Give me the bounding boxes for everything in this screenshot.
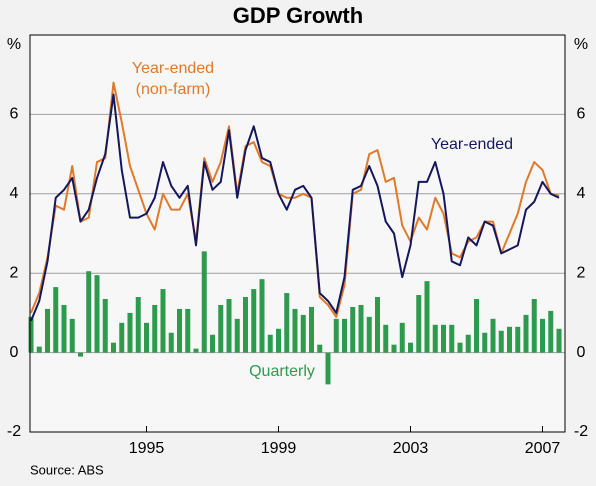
- bar: [210, 334, 215, 353]
- bar: [391, 344, 397, 353]
- bar: [383, 324, 389, 353]
- y2-tick-label: 0: [577, 344, 586, 361]
- bar: [276, 328, 281, 353]
- y2-tick-label: 4: [577, 185, 586, 202]
- y-tick-label: -2: [7, 423, 21, 440]
- bar: [185, 308, 191, 353]
- bar: [507, 326, 512, 353]
- bar: [498, 330, 504, 353]
- bar: [61, 304, 67, 353]
- bar: [465, 334, 471, 353]
- x-tick-label: 1999: [261, 440, 297, 457]
- bar: [78, 352, 83, 357]
- bar: [441, 324, 446, 353]
- bar: [135, 297, 141, 353]
- bar: [168, 332, 174, 353]
- bar: [251, 289, 257, 353]
- series-label: Year-ended: [430, 136, 514, 153]
- series-label: Year-ended (non-farm): [131, 60, 215, 98]
- source-note: Source: ABS: [30, 462, 104, 477]
- bar: [531, 299, 537, 353]
- bar: [482, 332, 488, 353]
- bar: [234, 318, 240, 353]
- bar: [284, 293, 290, 353]
- y-tick-label: 6: [10, 106, 19, 123]
- marks: [28, 81, 562, 385]
- bar: [556, 328, 562, 353]
- series-label: Quarterly: [249, 363, 315, 380]
- bar: [28, 316, 34, 353]
- bar: [69, 318, 75, 353]
- bar: [523, 314, 529, 353]
- bar: [86, 271, 92, 353]
- bar: [243, 297, 248, 353]
- bar: [449, 324, 455, 353]
- x-tick-label: 2003: [393, 440, 429, 457]
- bar: [457, 342, 463, 353]
- bar: [226, 299, 232, 353]
- bar: [366, 316, 372, 353]
- plot-area: [30, 35, 565, 432]
- bar: [300, 314, 306, 353]
- plot-frame: [29, 34, 566, 433]
- bar: [102, 299, 108, 353]
- bar: [333, 318, 339, 353]
- bar: [152, 304, 158, 353]
- y-tick-label: 0: [10, 344, 19, 361]
- bar: [309, 306, 314, 353]
- bar: [193, 348, 199, 353]
- x-tick-label: 2007: [525, 440, 561, 457]
- bar: [416, 295, 422, 353]
- bar: [358, 304, 364, 353]
- x-tick-label: 1995: [129, 440, 165, 457]
- y-unit-right: %: [574, 36, 588, 53]
- bar: [144, 322, 149, 353]
- y2-tick-label: -2: [574, 423, 588, 440]
- bar: [267, 334, 273, 353]
- bar: [160, 289, 166, 353]
- bar: [53, 287, 59, 353]
- y2-tick-label: 6: [577, 106, 586, 123]
- bar: [317, 344, 323, 353]
- bar: [201, 251, 207, 353]
- line: [30, 93, 560, 322]
- bar: [399, 322, 405, 353]
- bar: [432, 324, 438, 353]
- y-tick-label: 2: [10, 264, 19, 281]
- bar: [259, 279, 265, 353]
- bar: [45, 308, 50, 353]
- bar: [292, 308, 298, 353]
- y-unit-left: %: [7, 36, 21, 53]
- bar: [408, 342, 413, 353]
- bar: [375, 297, 380, 353]
- bar: [177, 308, 182, 353]
- bar: [111, 342, 116, 353]
- y2-tick-label: 2: [577, 264, 586, 281]
- bar: [119, 322, 125, 353]
- bar: [424, 281, 430, 353]
- bar: [540, 318, 545, 353]
- bar: [94, 275, 100, 353]
- y-tick-label: 4: [10, 185, 19, 202]
- bar: [218, 304, 224, 353]
- bar: [474, 299, 479, 353]
- bar: [36, 346, 42, 353]
- chart-title: GDP Growth: [233, 3, 363, 28]
- bar: [342, 318, 347, 353]
- bar: [127, 312, 133, 353]
- bar: [490, 318, 496, 353]
- bar: [548, 310, 554, 353]
- bar: [515, 326, 521, 353]
- bar: [325, 352, 331, 385]
- bar: [350, 306, 356, 353]
